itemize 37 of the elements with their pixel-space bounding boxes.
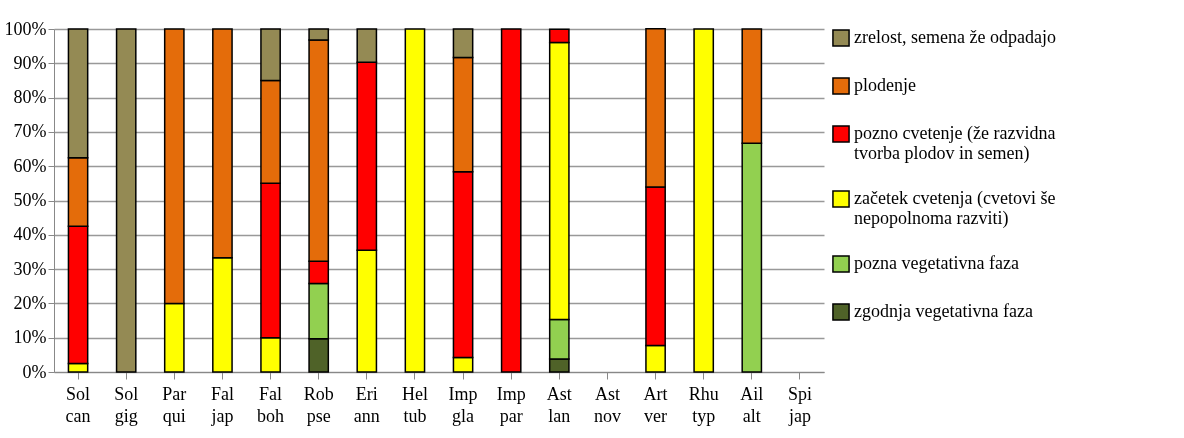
legend-label: pozno cvetenje (že razvidna tvorba plodov in semen)	[854, 123, 1056, 164]
legend-label: zgodnja vegetativna faza	[854, 301, 1033, 321]
x-tick-label: Spi jap	[787, 383, 812, 426]
y-tick-label: 20%	[13, 292, 47, 313]
legend-label: zrelost, semena že odpadajo	[854, 27, 1056, 47]
x-tick-label: Fal boh	[257, 383, 285, 426]
x-tick-label: Rhu typ	[688, 383, 719, 426]
y-tick-label: 30%	[13, 258, 47, 279]
x-tick-label: Fal jap	[210, 383, 234, 426]
x-tick-label: Imp gla	[448, 383, 478, 426]
y-tick-label: 80%	[13, 87, 47, 108]
x-tick-label: Ast lan	[546, 383, 572, 426]
x-tick-label: Par qui	[162, 383, 187, 426]
x-tick-label: Sol gig	[114, 383, 139, 426]
legend-label: plodenje	[854, 75, 916, 95]
x-tick-label: Hel tub	[401, 383, 428, 426]
bar	[115, 28, 137, 373]
y-tick-label: 0%	[22, 361, 47, 382]
bar	[500, 28, 522, 373]
bar	[693, 28, 715, 373]
x-tick-label: Sol can	[65, 383, 91, 426]
x-tick-label: Imp par	[496, 383, 526, 426]
y-tick-label: 60%	[13, 155, 47, 176]
y-tick-label: 100%	[4, 18, 47, 39]
x-tick-label: Ast nov	[593, 383, 621, 426]
y-tick-label: 70%	[13, 121, 47, 142]
y-tick-label: 40%	[13, 224, 47, 245]
y-tick-label: 50%	[13, 190, 47, 210]
bar	[404, 28, 426, 373]
x-tick-label: Ail alt	[740, 383, 764, 426]
x-tick-label: Rob pse	[303, 383, 334, 426]
legend-label: pozna vegetativna faza	[854, 253, 1019, 273]
x-tick-label: Art ver	[643, 383, 668, 426]
x-tick-label: Eri ann	[353, 383, 380, 426]
legend-label: začetek cvetenja (cvetovi še nepopolnoma razviti)	[854, 188, 1056, 229]
y-tick-label: 90%	[13, 52, 47, 73]
y-tick-label: 10%	[13, 327, 47, 348]
